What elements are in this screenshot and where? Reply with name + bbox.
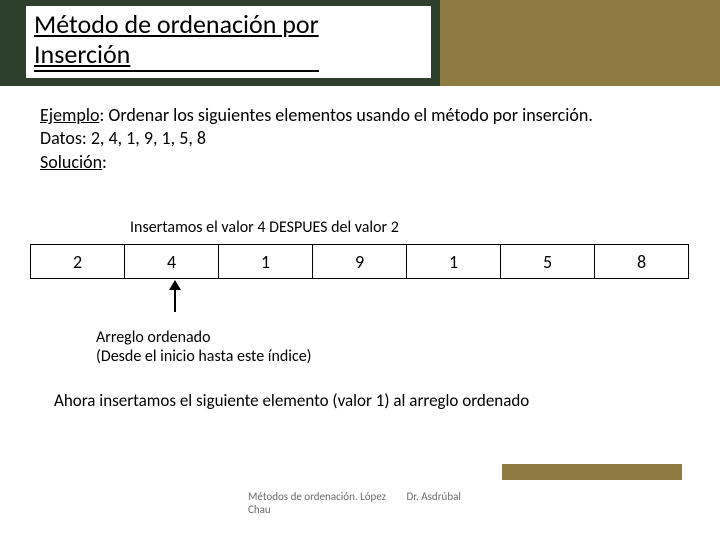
array-cell: 9: [313, 245, 407, 279]
footer-right: Dr. Asdrúbal: [407, 490, 487, 503]
array-cell: 1: [219, 245, 313, 279]
array-cell: 2: [31, 245, 125, 279]
solution-label: Solución: [40, 151, 102, 173]
slide-title: Método de ordenación por Inserción: [34, 10, 319, 72]
array-cell: 5: [501, 245, 595, 279]
sub-caption: Arreglo ordenado (Desde el inicio hasta …: [96, 328, 312, 366]
title-box: Método de ordenación por Inserción: [26, 6, 431, 78]
slide-footer: Métodos de ordenación. López Chau Dr. As…: [248, 490, 487, 516]
array-cell: 4: [125, 245, 219, 279]
array-cell: 1: [407, 245, 501, 279]
example-block: Ejemplo: Ordenar los siguientes elemento…: [40, 104, 680, 174]
sub-caption-l2: (Desde el inicio hasta este índice): [96, 347, 312, 366]
data-values: 2, 4, 1, 9, 1, 5, 8: [91, 127, 206, 149]
next-step-text: Ahora insertamos el siguiente elemento (…: [54, 390, 529, 411]
up-arrow-icon: [168, 280, 182, 312]
example-text-1: : Ordenar los siguientes elementos usand…: [100, 104, 593, 126]
sub-caption-l1: Arreglo ordenado: [96, 328, 211, 347]
data-label: Datos:: [40, 127, 91, 149]
array-row: 2 4 1 9 1 5 8: [31, 245, 689, 279]
header-olive-block: [440, 0, 720, 86]
example-label: Ejemplo: [40, 104, 100, 126]
array-table: 2 4 1 9 1 5 8: [30, 244, 689, 279]
array-cell: 8: [595, 245, 689, 279]
solution-colon: :: [102, 151, 107, 173]
insert-caption: Insertamos el valor 4 DESPUES del valor …: [130, 218, 399, 237]
slide-header: Método de ordenación por Inserción: [0, 0, 720, 86]
title-line-2: Inserción: [34, 40, 319, 70]
footer-accent-bar: [502, 464, 682, 480]
footer-left: Métodos de ordenación. López Chau: [248, 490, 388, 516]
title-line-1: Método de ordenación por: [34, 10, 319, 40]
